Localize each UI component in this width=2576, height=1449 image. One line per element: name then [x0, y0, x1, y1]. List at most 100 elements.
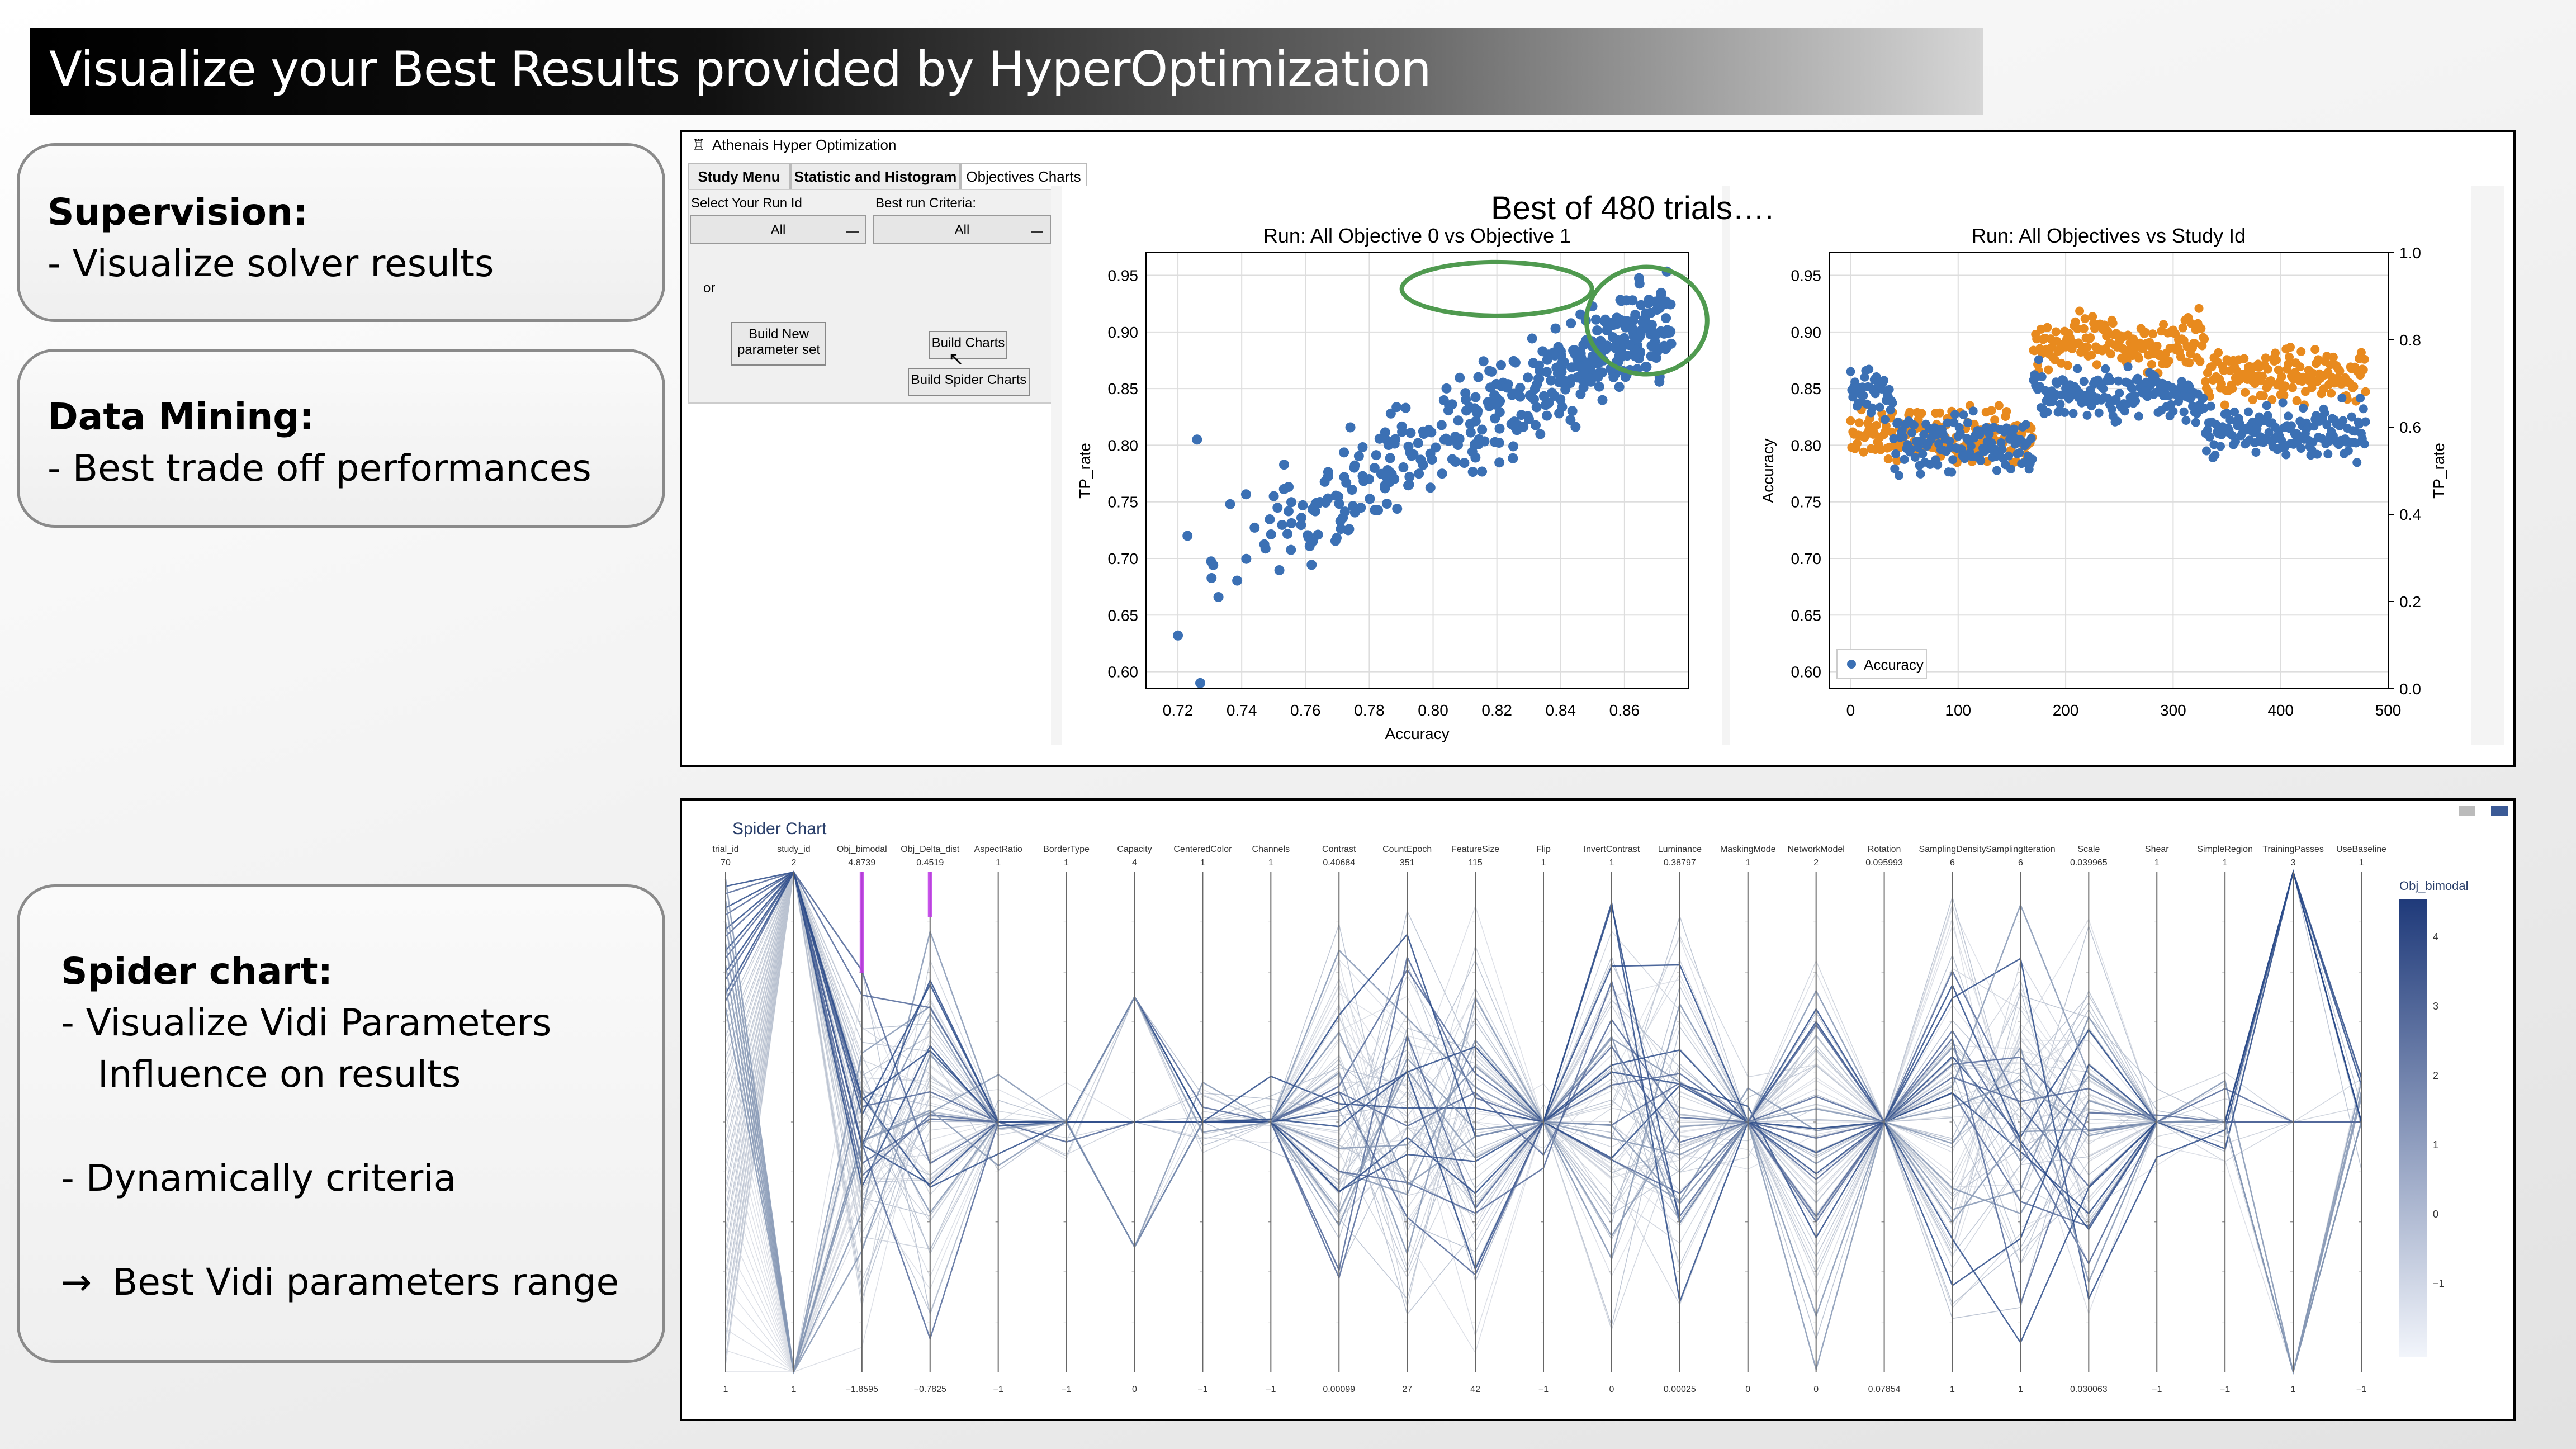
data-point [1473, 372, 1484, 382]
callout-data-mining: Data Mining: - Best trade off performanc… [17, 349, 665, 528]
data-point-tp-rate [2147, 359, 2156, 369]
data-point-accuracy [2021, 420, 2030, 429]
data-point [1405, 428, 1416, 438]
data-point [1385, 453, 1395, 463]
data-point-accuracy [2231, 437, 2240, 446]
axis-top-value: 0.095993 [1865, 858, 1903, 868]
y-tick-label: 0.60 [1791, 664, 1822, 681]
x-axis-label: Accuracy [1385, 725, 1449, 742]
data-point-tp-rate [2088, 312, 2097, 321]
axis-label: Contrast [1322, 845, 1356, 854]
data-point-tp-rate [2356, 348, 2366, 357]
build-new-parameter-button[interactable]: Build New parameter set [731, 322, 826, 366]
data-point-accuracy [2073, 364, 2082, 373]
axis-top-value: 115 [1468, 858, 1483, 868]
data-point-tp-rate [2159, 320, 2168, 329]
data-point [1614, 344, 1625, 355]
data-point [1479, 436, 1490, 447]
best-run-combo[interactable]: All [873, 215, 1051, 244]
y-tick-label: 0.85 [1108, 380, 1139, 397]
callout-spider: Spider chart: - Visualize Vidi Parameter… [17, 884, 665, 1363]
axis-top-value: 4 [1132, 858, 1137, 868]
data-point [1535, 429, 1546, 439]
data-point-accuracy [2114, 376, 2123, 386]
data-point-tp-rate [2228, 384, 2237, 394]
axis-label: Channels [1252, 845, 1290, 854]
data-point-accuracy [2179, 407, 2189, 416]
data-point-accuracy [2043, 408, 2052, 417]
data-point-accuracy [2361, 417, 2370, 427]
colorbar-tick-label: 2 [2433, 1070, 2438, 1081]
data-point [1382, 435, 1393, 446]
data-point [1385, 408, 1396, 419]
data-point [1232, 575, 1243, 586]
window-title: Athenais Hyper Optimization [712, 136, 897, 153]
data-point [1624, 340, 1635, 351]
y-tick-label: 0.70 [1791, 550, 1822, 567]
axis-label: study_id [777, 845, 811, 854]
select-run-combo[interactable]: All [690, 215, 866, 244]
data-point [1585, 373, 1595, 383]
y-tick-label: 0.85 [1791, 380, 1822, 397]
callout-bullet-cont: Influence on results [98, 1053, 461, 1096]
axis-label: FeatureSize [1451, 845, 1499, 854]
data-point [1364, 474, 1375, 485]
data-point-accuracy [2347, 412, 2356, 422]
data-point [1404, 471, 1415, 482]
data-point [1495, 359, 1506, 370]
data-point-accuracy [1963, 418, 1973, 428]
data-point-tp-rate [2071, 317, 2080, 326]
data-point-tp-rate [1990, 415, 2000, 425]
data-point-accuracy [2278, 398, 2288, 408]
data-point [1600, 316, 1611, 327]
data-point-accuracy [2262, 401, 2271, 410]
data-point [1330, 490, 1341, 501]
data-point [1627, 323, 1637, 334]
data-point [1453, 415, 1464, 426]
data-point [1660, 299, 1670, 309]
data-point-accuracy [2079, 377, 2089, 386]
data-point [1522, 411, 1533, 422]
axis-top-value: 1 [996, 858, 1001, 868]
data-point [1636, 325, 1647, 335]
axis-constraint-range [927, 872, 932, 917]
data-point [1413, 438, 1423, 448]
axis-top-value: 1 [2359, 858, 2364, 868]
callout-heading: Spider chart: [61, 950, 333, 993]
build-charts-button[interactable]: Build Charts [929, 331, 1007, 359]
data-point [1339, 447, 1349, 458]
data-point [1405, 447, 1415, 458]
data-point-accuracy [2068, 409, 2078, 418]
data-point-tp-rate [2219, 366, 2228, 375]
highlight-ellipse [1399, 259, 1594, 318]
axis-label: Obj_bimodal [837, 845, 887, 854]
data-point [1347, 484, 1357, 495]
tab-statistic-histogram[interactable]: Statistic and Histogram [790, 163, 960, 190]
data-point-accuracy [1950, 410, 1959, 419]
axis-label: Capacity [1117, 845, 1152, 854]
data-point-accuracy [2251, 448, 2261, 457]
data-point [1390, 434, 1401, 444]
data-point [1491, 378, 1502, 389]
data-point-tp-rate [2108, 319, 2118, 328]
data-point [1637, 317, 1648, 328]
data-point-tp-rate [2195, 357, 2205, 366]
data-point-accuracy [1888, 398, 1897, 408]
data-point-tp-rate [2271, 348, 2280, 358]
data-point-tp-rate [2349, 382, 2359, 391]
build-spider-charts-button[interactable]: Build Spider Charts [908, 368, 1030, 396]
data-point-tp-rate [2198, 341, 2207, 351]
or-label: or [703, 281, 716, 296]
axis-bottom-value: −1 [2356, 1385, 2366, 1394]
axis-label: CenteredColor [1173, 845, 1232, 854]
data-point-accuracy [1948, 455, 1958, 465]
data-point [1283, 506, 1294, 517]
data-point [1286, 518, 1297, 528]
chart-objectives-vs-study-id: Run: All Objectives vs Study Id 0 100 200 30… [1759, 224, 2447, 719]
data-point [1612, 335, 1623, 345]
data-point-accuracy [2060, 408, 2070, 417]
tab-study-menu[interactable]: Study Menu [688, 163, 790, 190]
data-point [1494, 407, 1505, 418]
data-point-accuracy [1895, 471, 1903, 480]
axis-bottom-value: 1 [791, 1385, 796, 1394]
